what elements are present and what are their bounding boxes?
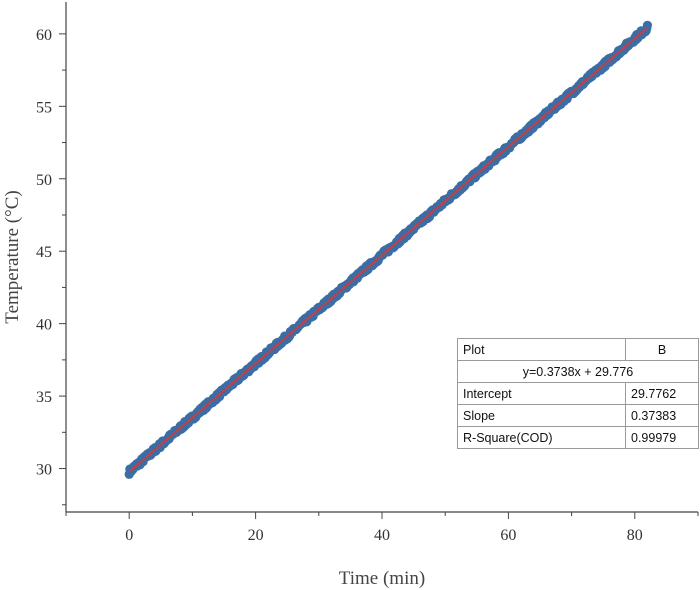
stats-row-label: Slope — [457, 404, 626, 427]
fit-line — [128, 26, 649, 473]
stats-row-value: 29.7762 — [625, 382, 699, 405]
x-tick-label: 0 — [125, 527, 133, 544]
stats-row-r-square: R-Square(COD) 0.99979 — [457, 426, 699, 449]
stats-row-intercept: Intercept 29.7762 — [457, 382, 699, 405]
x-tick-label: 60 — [500, 527, 516, 544]
y-tick-label: 45 — [36, 244, 52, 261]
stats-equation-row: y=0.3738x + 29.776 — [457, 360, 699, 383]
fit-statistics-table: Plot B y=0.3738x + 29.776 Intercept 29.7… — [457, 338, 699, 449]
y-tick-label: 55 — [36, 99, 52, 116]
stats-row-slope: Slope 0.37383 — [457, 404, 699, 427]
y-tick-label: 40 — [36, 317, 52, 334]
stats-header-value: B — [625, 338, 699, 361]
stats-header-label: Plot — [457, 338, 626, 361]
y-tick-label: 50 — [36, 172, 52, 189]
x-tick-label: 80 — [627, 527, 643, 544]
x-axis-title: Time (min) — [339, 568, 425, 589]
y-tick-label: 35 — [36, 389, 52, 406]
stats-row-value: 0.37383 — [625, 404, 699, 427]
data-point — [642, 20, 653, 30]
y-tick-label: 60 — [36, 27, 52, 44]
x-tick-label: 20 — [248, 527, 264, 544]
axes — [59, 2, 699, 519]
stats-row-value: 0.99979 — [625, 426, 699, 449]
fit-equation: y=0.3738x + 29.776 — [457, 360, 699, 383]
axis-labels: 0 20 40 60 80 30 35 40 45 50 55 60 Time (min) Tempera… — [2, 27, 643, 589]
y-tick-label: 30 — [36, 462, 52, 479]
stats-row-label: R-Square(COD) — [457, 426, 626, 449]
stats-header-row: Plot B — [457, 338, 699, 361]
stats-row-label: Intercept — [457, 382, 626, 405]
y-axis-title: Temperature (°C) — [2, 190, 23, 323]
fit-line-path — [128, 26, 649, 473]
x-tick-label: 40 — [374, 527, 390, 544]
